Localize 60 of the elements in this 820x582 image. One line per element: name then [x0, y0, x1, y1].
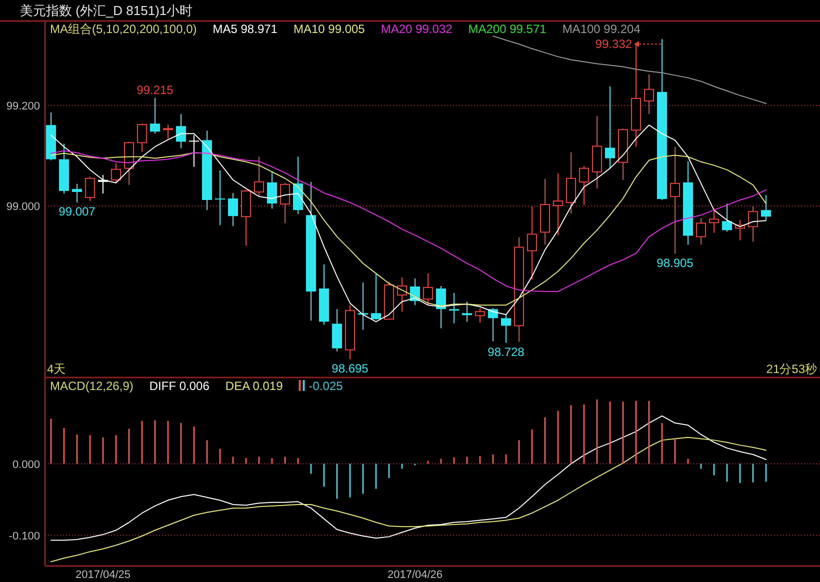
annotation: 98.695 [332, 361, 369, 376]
candlestick [215, 170, 225, 226]
series-label: MA100 99.204 [562, 22, 641, 36]
chart-subtitle: MA组合(5,10,20,200,100,0) [50, 22, 197, 36]
annotation: 98.728 [488, 344, 525, 359]
candlestick [748, 206, 758, 242]
annotation: 99.215 [136, 82, 174, 97]
x-tick-label: 2017/04/26 [387, 569, 443, 581]
text: MA10 99.005 [293, 22, 366, 36]
candlestick [111, 162, 121, 184]
candlestick [644, 74, 654, 115]
chart-title: 美元指数 (外汇_D 8151)1小时 [20, 3, 193, 18]
legend-label: -0.025 [308, 379, 344, 393]
text: DIFF 0.006 [149, 379, 210, 393]
candlestick [397, 276, 407, 312]
line-series [50, 436, 766, 562]
annotation: 99.332 [595, 37, 632, 52]
annotation: 98.905 [656, 256, 694, 270]
annotation: 21分53秒 [766, 362, 817, 376]
candlestick [722, 203, 732, 232]
candlestick [72, 183, 82, 204]
candlestick [176, 114, 186, 149]
y-tick-label: 0.000 [12, 458, 40, 471]
candlestick [670, 146, 680, 254]
candlestick [449, 292, 459, 324]
candlestick [137, 123, 147, 152]
candlestick [85, 176, 95, 202]
candlestick [761, 194, 771, 221]
candlestick [189, 134, 199, 168]
legend-label: MA200 99.571 [468, 22, 547, 36]
text: DEA 0.019 [225, 379, 284, 393]
candlestick [709, 208, 719, 234]
candlestick [423, 272, 433, 306]
candlestick [371, 273, 381, 320]
candlestick [267, 171, 277, 210]
candlestick [553, 172, 563, 236]
y-tick-label: 99.200 [6, 100, 40, 112]
candlestick [150, 97, 160, 134]
candlestick [462, 301, 472, 322]
line-series [50, 415, 766, 541]
y-tick-label: -0.100 [8, 530, 40, 542]
line-series [492, 36, 766, 104]
chart-title: MACD(12,26,9) [50, 379, 134, 393]
text: MA5 98.971 [212, 22, 278, 36]
candlestick [280, 182, 290, 224]
x-tick-label: 2017/04/25 [75, 569, 131, 581]
candlestick [579, 165, 589, 206]
candlestick [696, 218, 706, 246]
text: MA20 99.032 [380, 22, 453, 36]
annotation: 4天 [47, 362, 66, 376]
candlestick [228, 192, 238, 227]
candlestick [163, 124, 173, 140]
candlestick [475, 308, 485, 324]
candlestick [605, 86, 615, 169]
annotation: 99.007 [58, 204, 96, 219]
candlestick [501, 314, 511, 344]
candlestick [436, 285, 446, 329]
candlestick [254, 156, 264, 197]
candlestick [527, 206, 537, 280]
y-tick-label: 99.000 [6, 201, 40, 214]
